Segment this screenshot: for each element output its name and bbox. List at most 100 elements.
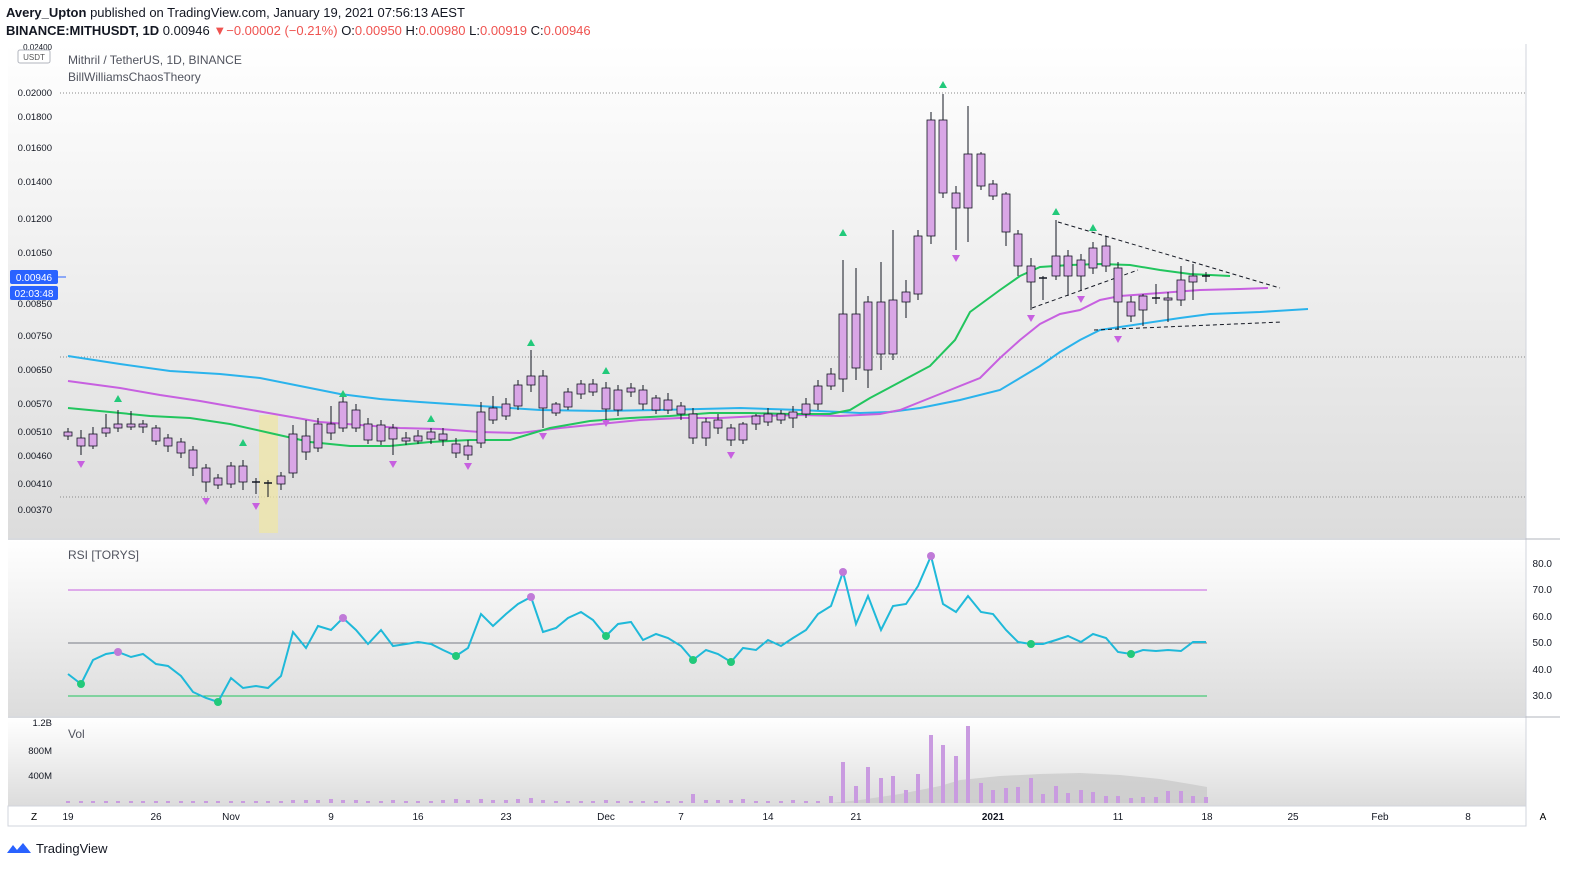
volume-bar [866,767,870,803]
volume-bar [504,800,508,803]
candle-bear [1026,265,1036,283]
volume-bar [316,800,320,803]
triangle-upper-line [1057,221,1281,289]
volume-bar [654,801,658,803]
rsi-peak-dot [927,552,935,560]
vol-title: Vol [68,727,85,741]
fractal-down-icon [952,255,960,262]
volume-bar [279,801,283,803]
volume-bar [766,801,770,803]
rsi-pivots [77,552,1135,706]
price-tick: 0.02400 [23,43,52,52]
candle-bear [201,467,211,483]
brand-label[interactable]: TradingView [36,840,108,856]
candle-bear [463,445,473,456]
candle-bear [426,431,436,440]
candle-bear [876,301,886,355]
volume-bar [529,798,533,803]
volume-bar [1104,796,1108,803]
time-tick: 19 [62,812,74,823]
candle-bear [376,424,386,442]
volume-bar [841,762,845,803]
candle-bear [401,437,411,442]
currency-badge-label: USDT [23,53,45,62]
volume-bar [979,783,983,803]
volume-bar [1004,788,1008,803]
candle-bear [488,407,498,421]
volume-bar [829,796,833,803]
time-tick: Feb [1371,812,1389,823]
tradingview-logo-icon[interactable] [6,841,32,855]
candle-bear [813,385,823,405]
candle-bear [438,433,448,441]
price-tick: 0.01600 [18,143,52,154]
rsi-tick: 50.0 [1533,638,1553,649]
volume-bar [666,801,670,803]
volume-bar [604,800,608,803]
candle-bear [776,413,786,421]
rsi-trough-dot [602,632,610,640]
volume-bar [291,800,295,803]
volume-bar [1154,797,1158,803]
candle-bear [1101,245,1111,267]
price-tick: 0.01400 [18,177,52,188]
candle-bear [326,423,336,434]
fractal-down-icon [252,503,260,510]
rsi-trough-dot [1027,640,1035,648]
candle-bear [576,383,586,395]
candle-bear [176,441,186,454]
time-tick: 25 [1287,812,1299,823]
candle-bear [563,391,573,408]
price-tick: 0.00370 [18,505,52,516]
time-tick: 14 [762,812,774,823]
candle-bear [913,235,923,295]
fractal-up-icon [339,390,347,397]
fractal-down-icon [202,498,210,505]
volume-bar [141,801,145,803]
price-tick: 0.00850 [18,299,52,310]
candle-bear [1001,193,1011,233]
candle-bear [826,373,836,387]
volume-bar [304,800,308,803]
price-tick: 0.00650 [18,365,52,376]
candle-bear [951,192,961,209]
candle-bear [751,415,761,425]
candle-bear [351,409,361,429]
time-tick: Dec [597,812,615,823]
fractal-up-icon [839,229,847,236]
candle-bear [1051,255,1061,277]
candle-bear [138,423,148,428]
time-tick: 16 [412,812,424,823]
volume-bar [991,790,995,803]
time-tick: 18 [1201,812,1213,823]
auto-scale-button[interactable]: A [1540,812,1547,823]
currency-badge[interactable] [17,49,51,64]
volume-bar [641,801,645,803]
fractal-up-icon [239,439,247,446]
volume-axis: 1.2B 800M 400M [28,718,52,782]
fractal-down-icon [389,461,397,468]
rsi-trough-dot [1127,650,1135,658]
volume-bar [1129,798,1133,803]
price-tick: 0.00750 [18,331,52,342]
candle-bear [338,401,348,429]
candle-bear [713,419,723,429]
symbol-interval: BINANCE:MITHUSDT, 1D [6,23,160,38]
candle-bear [613,389,623,411]
countdown-tag [10,286,58,300]
fractal-up-icon [427,415,435,422]
author-name[interactable]: Avery_Upton [6,5,87,20]
candle-bear [888,299,898,355]
close-value: 0.00946 [543,23,591,38]
volume-bar [366,801,370,803]
candle-bear [638,389,648,405]
zoom-reset-button[interactable]: Z [31,812,37,823]
candle-bear [63,431,73,437]
time-tick: 9 [328,812,334,823]
candle-bear [538,375,548,409]
highlight-zone [259,415,278,533]
fractal-up-icon [527,339,535,346]
volume-bar [716,800,720,803]
volume-bar [941,745,945,803]
